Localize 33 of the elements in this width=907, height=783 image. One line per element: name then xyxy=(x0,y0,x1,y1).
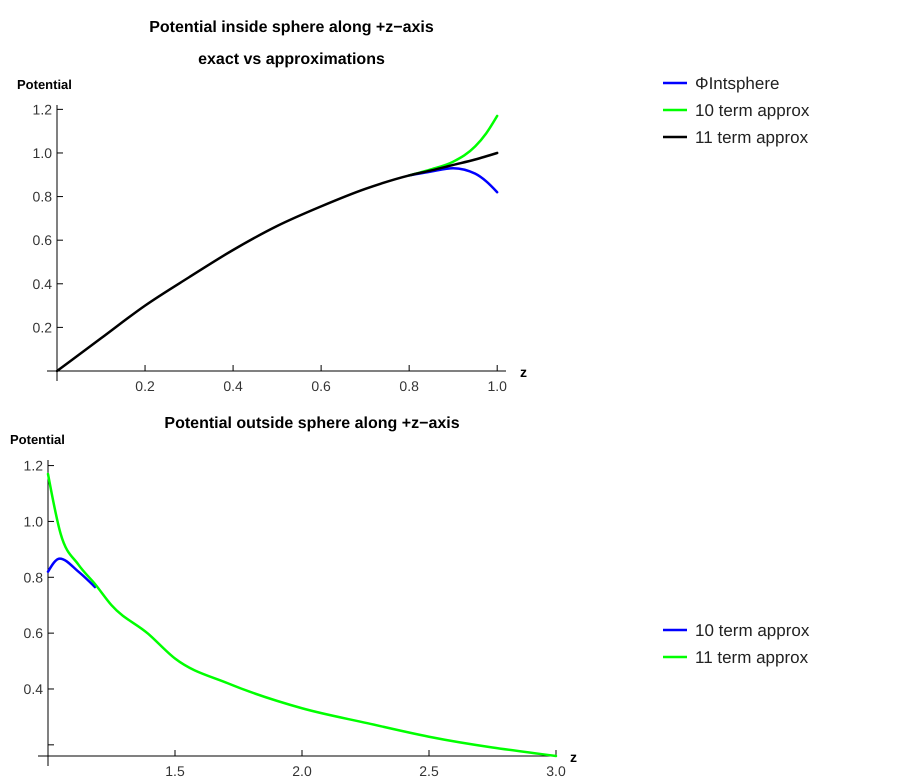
line-series xyxy=(46,472,558,758)
x-axis-title: z xyxy=(520,364,527,380)
x-tick-label: 0.4 xyxy=(223,378,244,394)
y-tick-label: 0.4 xyxy=(32,276,52,292)
y-tick-label: 0.6 xyxy=(24,625,44,642)
chart-title: Potential inside sphere along +z−axis xyxy=(149,19,434,36)
legend-label: ΦIntsphere xyxy=(695,74,780,93)
y-tick-label: 0.8 xyxy=(32,188,52,205)
x-tick-label: 0.8 xyxy=(399,378,420,394)
x-tick-label: 3.0 xyxy=(546,763,566,779)
y-tick-label: 0.6 xyxy=(32,232,52,248)
y-tick-label: 1.0 xyxy=(32,144,52,161)
y-tick-label: 1.2 xyxy=(32,101,52,118)
legend-label: 11 term approx xyxy=(695,128,809,147)
y-tick-label: 0.4 xyxy=(24,680,44,697)
chart-title: Potential outside sphere along +z−axis xyxy=(164,415,460,432)
legend-label: 11 term approx xyxy=(695,648,809,667)
y-axis-title: Potential xyxy=(10,432,65,447)
y-tick-label: 0.2 xyxy=(32,319,52,336)
y-tick-label: 1.2 xyxy=(24,458,44,474)
y-tick-label: 0.8 xyxy=(24,569,44,586)
legend-label: 10 term approx xyxy=(695,621,810,640)
x-tick-label: 0.2 xyxy=(135,378,155,394)
x-tick-label: 0.6 xyxy=(311,378,332,394)
x-axis-title: z xyxy=(570,749,577,765)
legend-label: 10 term approx xyxy=(695,101,810,120)
x-tick-label: 2.5 xyxy=(419,763,439,779)
y-axis-title: Potential xyxy=(17,77,72,92)
x-tick-label: 2.0 xyxy=(292,763,312,779)
x-tick-label: 1.5 xyxy=(165,763,185,779)
y-tick-label: 1.0 xyxy=(24,513,44,530)
chart-subtitle: exact vs approximations xyxy=(198,51,385,68)
x-tick-label: 1.0 xyxy=(487,378,508,394)
